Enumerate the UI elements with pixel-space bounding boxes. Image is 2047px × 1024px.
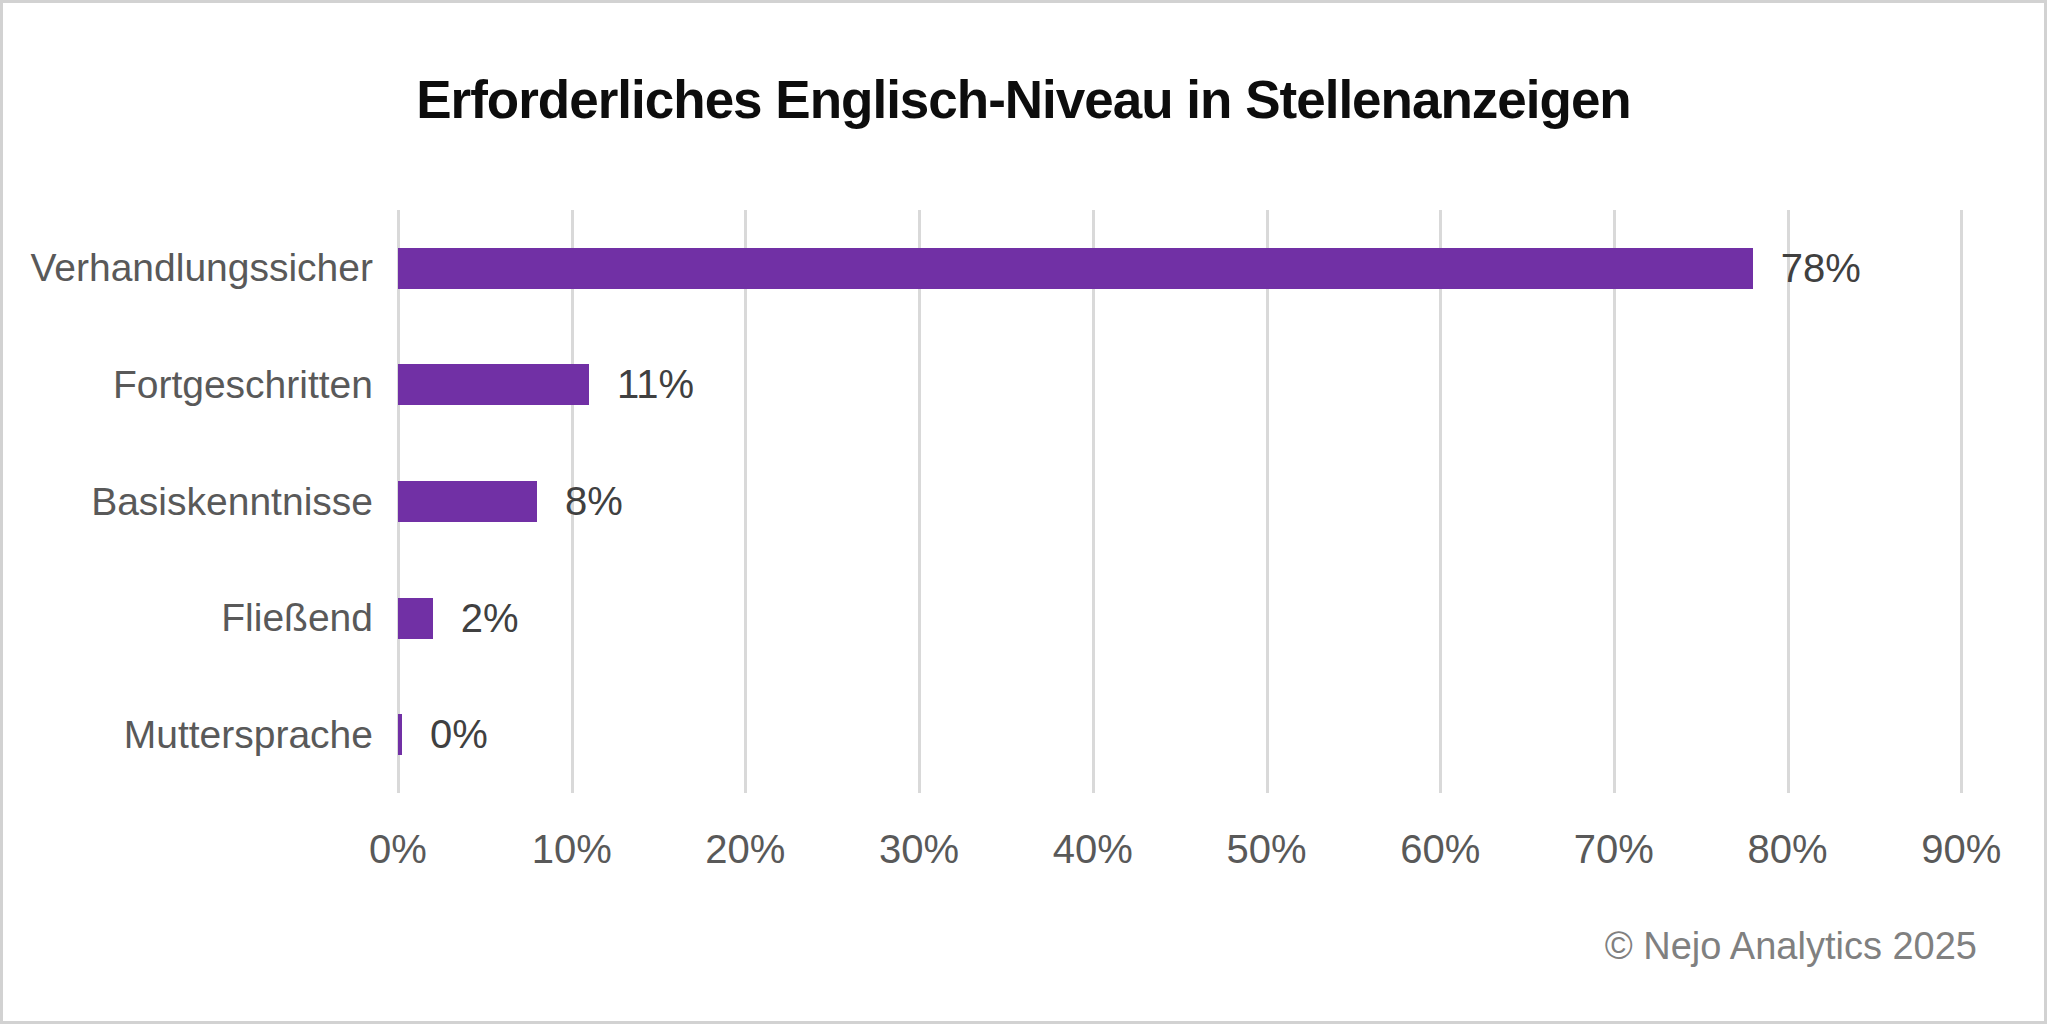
- category-label: Verhandlungssicher: [3, 244, 373, 292]
- x-tick-label: 90%: [1921, 827, 2001, 872]
- plot-area: 78% 11% 8% 2% 0%: [398, 210, 2008, 793]
- bar-verhandlungssicher: [398, 248, 1753, 289]
- x-tick-label: 20%: [705, 827, 785, 872]
- x-tick-label: 60%: [1400, 827, 1480, 872]
- bar-row: 0%: [398, 676, 2008, 793]
- value-label: 78%: [1781, 246, 1861, 291]
- bar-row: 11%: [398, 327, 2008, 444]
- x-tick-label: 50%: [1226, 827, 1306, 872]
- category-label: Fließend: [3, 594, 373, 642]
- chart-canvas: Erforderliches Englisch-Niveau in Stelle…: [0, 0, 2047, 1024]
- x-tick-label: 40%: [1053, 827, 1133, 872]
- category-label: Muttersprache: [3, 711, 373, 759]
- value-label: 8%: [565, 479, 623, 524]
- x-tick-label: 0%: [369, 827, 427, 872]
- bar-row: 2%: [398, 560, 2008, 677]
- bar-fortgeschritten: [398, 364, 589, 405]
- chart-title: Erforderliches Englisch-Niveau in Stelle…: [3, 69, 2044, 130]
- x-tick-label: 10%: [532, 827, 612, 872]
- bar-muttersprache: [398, 714, 402, 755]
- value-label: 2%: [461, 596, 519, 641]
- copyright-text: © Nejo Analytics 2025: [1605, 925, 1977, 968]
- category-label: Basiskenntnisse: [3, 478, 373, 526]
- bar-flie-end: [398, 598, 433, 639]
- bar-basiskenntnisse: [398, 481, 537, 522]
- bar-row: 78%: [398, 210, 2008, 327]
- category-label: Fortgeschritten: [3, 361, 373, 409]
- bar-row: 8%: [398, 443, 2008, 560]
- value-label: 11%: [617, 362, 694, 407]
- value-label: 0%: [430, 712, 488, 757]
- x-tick-label: 80%: [1748, 827, 1828, 872]
- x-tick-label: 30%: [879, 827, 959, 872]
- x-tick-label: 70%: [1574, 827, 1654, 872]
